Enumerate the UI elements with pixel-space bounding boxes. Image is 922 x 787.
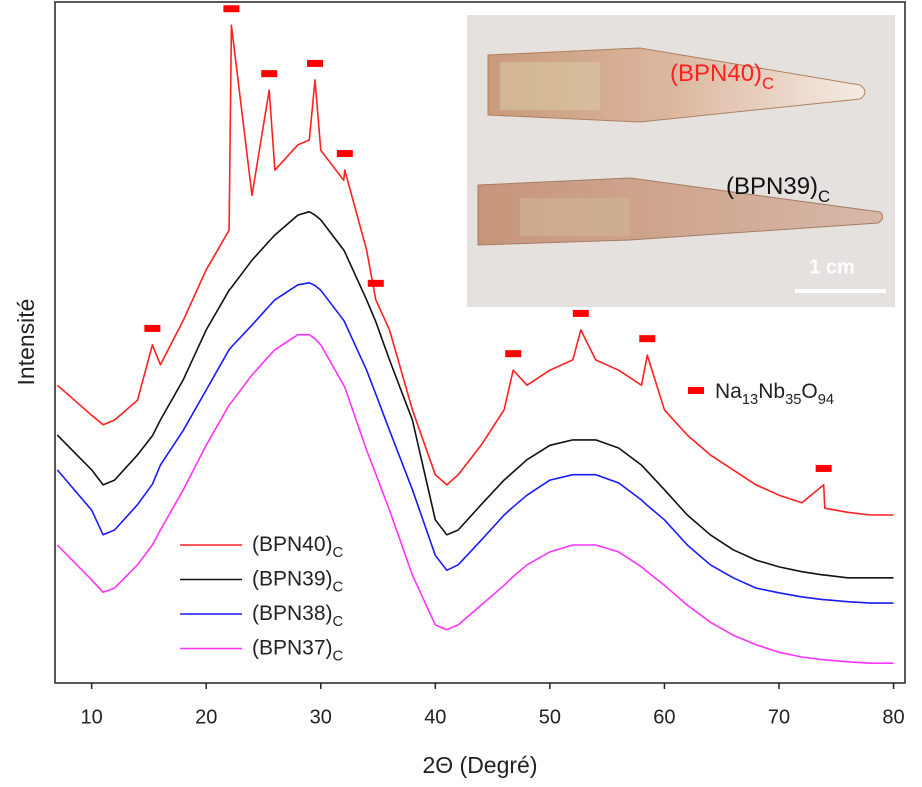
- tube-detail: [500, 62, 600, 110]
- legend-label: Na13Nb35O94: [715, 380, 834, 408]
- x-axis-title: 2Θ (Degré): [422, 752, 537, 778]
- phase-marker: [367, 279, 384, 287]
- series-line: [56, 333, 894, 665]
- tube-detail: [520, 198, 630, 236]
- series-line: [56, 281, 894, 604]
- legend-label: (BPN39)C: [252, 567, 344, 595]
- inset-label: (BPN40)C: [670, 60, 774, 93]
- phase-marker: [815, 464, 832, 472]
- legend-marker: [688, 387, 704, 394]
- phase-marker: [505, 350, 522, 358]
- y-axis-title: Intensité: [13, 299, 39, 386]
- phase-marker: [307, 59, 324, 67]
- series-line: [56, 210, 894, 579]
- phase-marker: [336, 150, 353, 158]
- inset-label: (BPN39)C: [726, 173, 830, 206]
- x-tick-label: 40: [424, 706, 446, 728]
- x-tick-label: 70: [768, 706, 790, 728]
- series-line: [56, 24, 894, 516]
- phase-marker: [223, 5, 240, 13]
- x-tick-label: 50: [539, 706, 561, 728]
- phase-marker: [639, 335, 656, 343]
- phase-marker: [144, 324, 161, 332]
- plot-frame: [54, 1, 906, 684]
- legend-label: (BPN37)C: [252, 636, 344, 664]
- inset-photo: (BPN40)C (BPN39)C 1 cm: [467, 15, 895, 307]
- legend-label: (BPN38)C: [252, 602, 344, 630]
- x-tick-label: 60: [653, 706, 675, 728]
- x-tick-label: 10: [81, 706, 103, 728]
- legend-label: (BPN40)C: [252, 533, 344, 561]
- x-tick-label: 20: [195, 706, 217, 728]
- x-tick-label: 80: [882, 706, 904, 728]
- phase-marker: [572, 309, 589, 317]
- phase-marker: [261, 70, 278, 78]
- scale-label: 1 cm: [809, 256, 855, 278]
- x-tick-label: 30: [310, 706, 332, 728]
